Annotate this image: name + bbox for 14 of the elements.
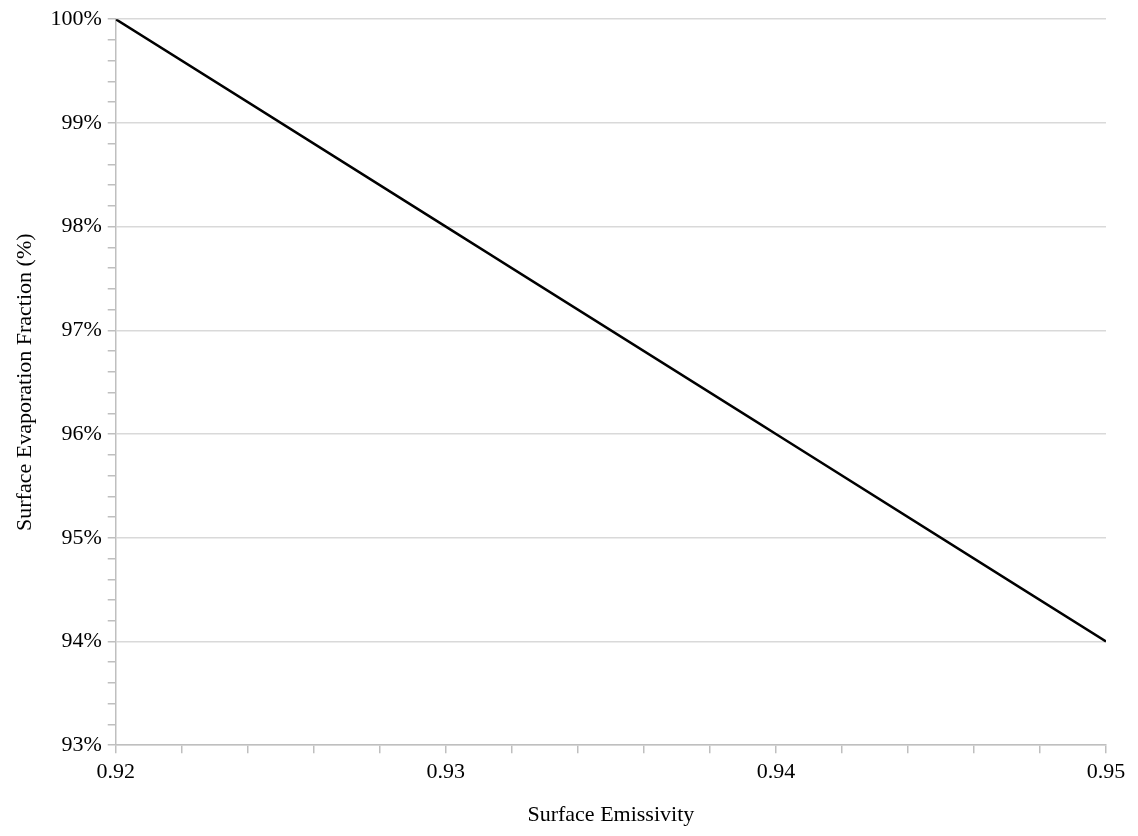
y-tick-label: 96% [61,419,102,445]
x-tick-label: 0.94 [756,758,796,784]
y-tick-label: 98% [61,212,102,238]
y-tick-label: 93% [61,730,102,756]
x-tick-label: 0.93 [426,758,466,784]
y-axis-title: Surface Evaporation Fraction (%) [10,233,36,531]
y-tick-label: 99% [61,108,102,134]
y-tick-label: 94% [61,627,102,653]
y-tick-label: 100% [50,4,102,30]
x-axis-title: Surface Emissivity [527,800,695,826]
y-tick-label: 97% [61,316,102,342]
x-tick-label: 0.95 [1086,758,1126,784]
x-tick-label: 0.92 [96,758,135,784]
y-tick-label: 95% [61,523,102,549]
